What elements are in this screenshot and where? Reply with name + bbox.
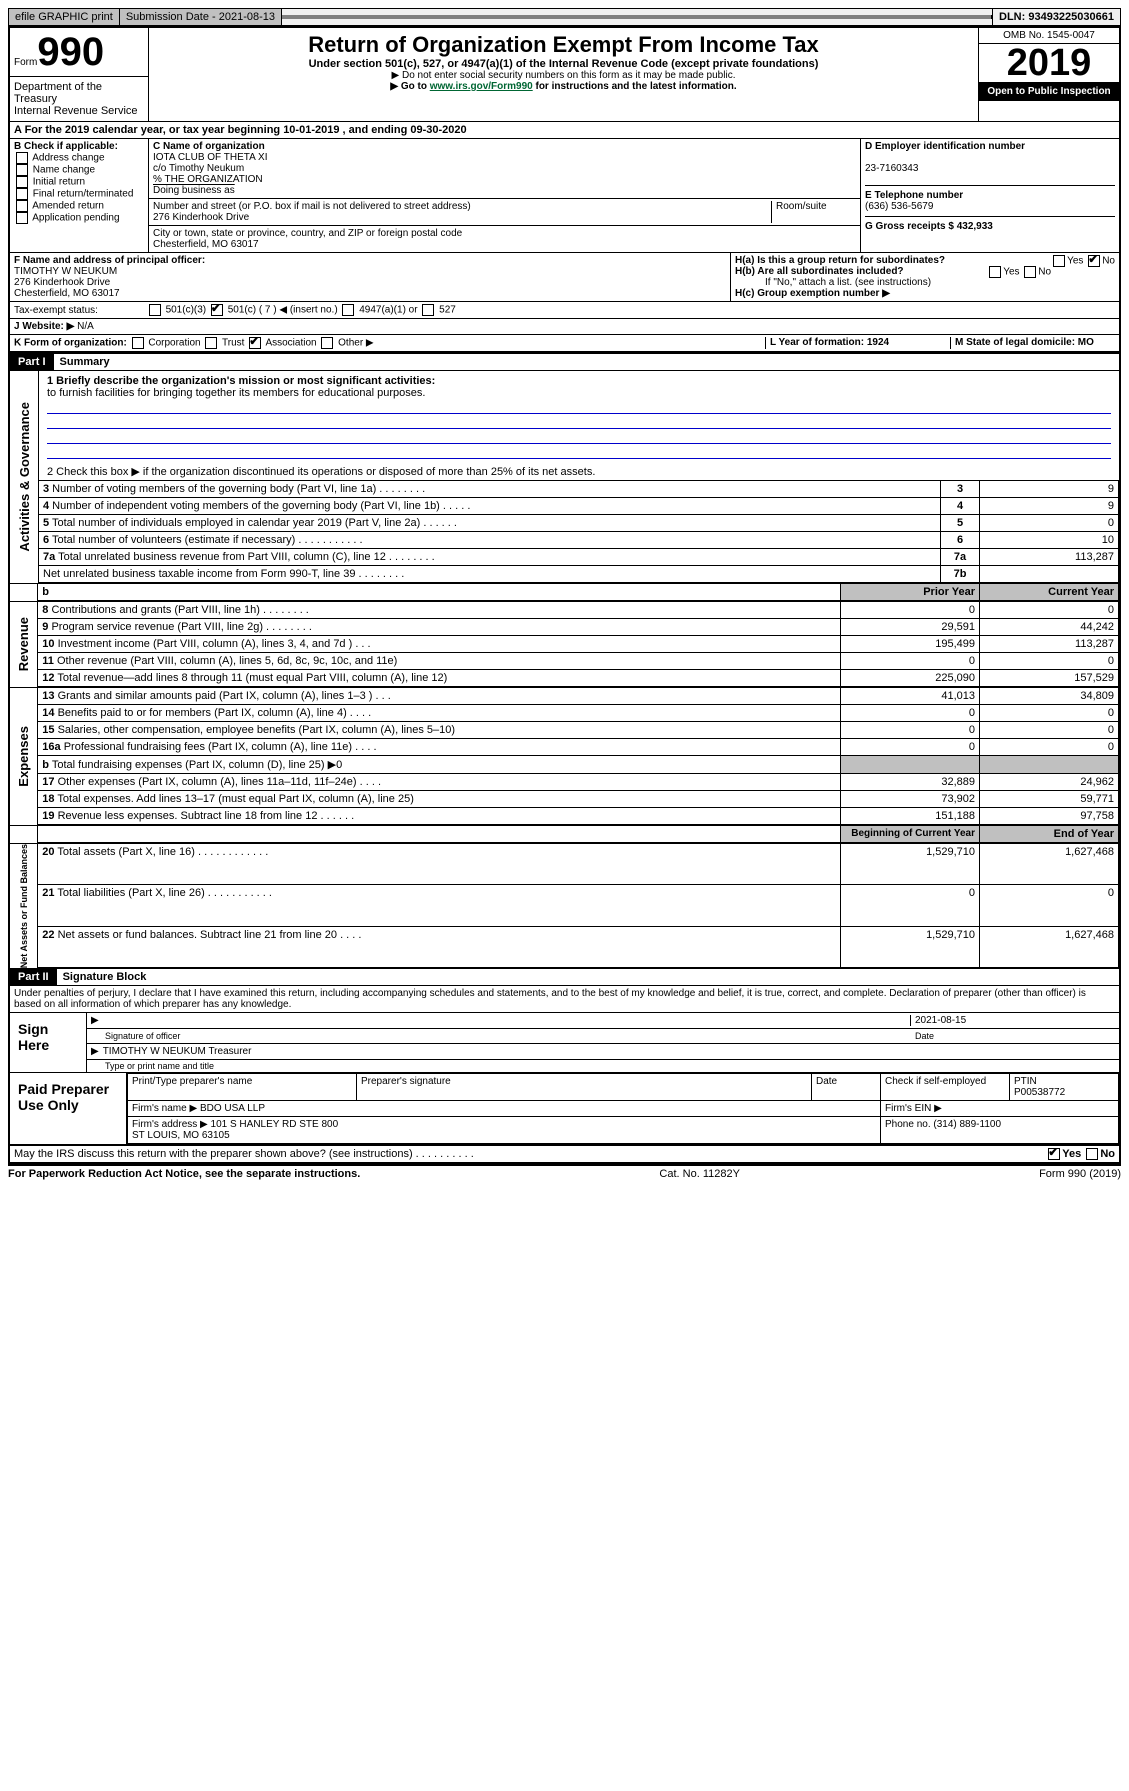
side-na-spacer — [10, 825, 38, 843]
row-klm: K Form of organization: Corporation Trus… — [10, 335, 1119, 353]
penalty-text: Under penalties of perjury, I declare th… — [10, 986, 1119, 1013]
form-container: Form990 Department of the Treasury Inter… — [8, 26, 1121, 1166]
table-expenses: 13 Grants and similar amounts paid (Part… — [38, 687, 1119, 825]
irs-link[interactable]: www.irs.gov/Form990 — [430, 81, 533, 92]
efile-print-button[interactable]: efile GRAPHIC print — [9, 9, 120, 25]
side-label-na: Net Assets or Fund Balances — [19, 844, 29, 968]
note-ssn: ▶ Do not enter social security numbers o… — [153, 70, 974, 81]
form-subtitle: Under section 501(c), 527, or 4947(a)(1)… — [153, 58, 974, 70]
block-fh: F Name and address of principal officer:… — [10, 253, 1119, 302]
form-footer: For Paperwork Reduction Act Notice, see … — [8, 1166, 1121, 1180]
toolbar-spacer — [282, 15, 992, 19]
row-i-tax-status: Tax-exempt status: 501(c)(3) 501(c) ( 7 … — [10, 302, 1119, 319]
sign-here-block: Sign Here 2021-08-15 Signature of office… — [10, 1013, 1119, 1073]
row-a-period: A For the 2019 calendar year, or tax yea… — [10, 122, 1119, 139]
top-toolbar: efile GRAPHIC print Submission Date - 20… — [8, 8, 1121, 26]
part1-header: Part ISummary — [10, 353, 1119, 371]
dln-label: DLN: 93493225030661 — [992, 9, 1120, 25]
part2-header: Part IISignature Block — [10, 968, 1119, 986]
submission-date-button[interactable]: Submission Date - 2021-08-13 — [120, 9, 282, 25]
side-label-rev: Revenue — [16, 617, 31, 671]
section-deg: D Employer identification number 23-7160… — [861, 139, 1119, 252]
side-label-ag: Activities & Governance — [17, 402, 32, 552]
form-title: Return of Organization Exempt From Incom… — [153, 32, 974, 58]
table-ag: 3 Number of voting members of the govern… — [39, 480, 1119, 583]
form-header: Form990 Department of the Treasury Inter… — [10, 28, 1119, 122]
side-b-spacer — [10, 583, 38, 601]
section-b: B Check if applicable: Address change Na… — [10, 139, 149, 252]
table-netassets: 20 Total assets (Part X, line 16) . . . … — [38, 843, 1119, 968]
paid-preparer-block: Paid Preparer Use Only Print/Type prepar… — [10, 1073, 1119, 1146]
block-bcd: B Check if applicable: Address change Na… — [10, 139, 1119, 253]
note-goto: ▶ Go to www.irs.gov/Form990 for instruct… — [153, 81, 974, 92]
row-j-website: J Website: ▶ N/A — [10, 319, 1119, 335]
form-prefix: Form — [14, 57, 37, 68]
department-label: Department of the Treasury Internal Reve… — [10, 77, 149, 121]
form-number: 990 — [37, 30, 104, 74]
table-revenue: 8 Contributions and grants (Part VIII, l… — [38, 601, 1119, 687]
discuss-row: May the IRS discuss this return with the… — [10, 1146, 1119, 1164]
section-c: C Name of organization IOTA CLUB OF THET… — [149, 139, 861, 252]
inspection-label: Open to Public Inspection — [979, 82, 1119, 101]
side-label-exp: Expenses — [16, 726, 31, 787]
tax-year: 2019 — [979, 44, 1119, 82]
part1-body: Activities & Governance 1 Briefly descri… — [10, 371, 1119, 583]
